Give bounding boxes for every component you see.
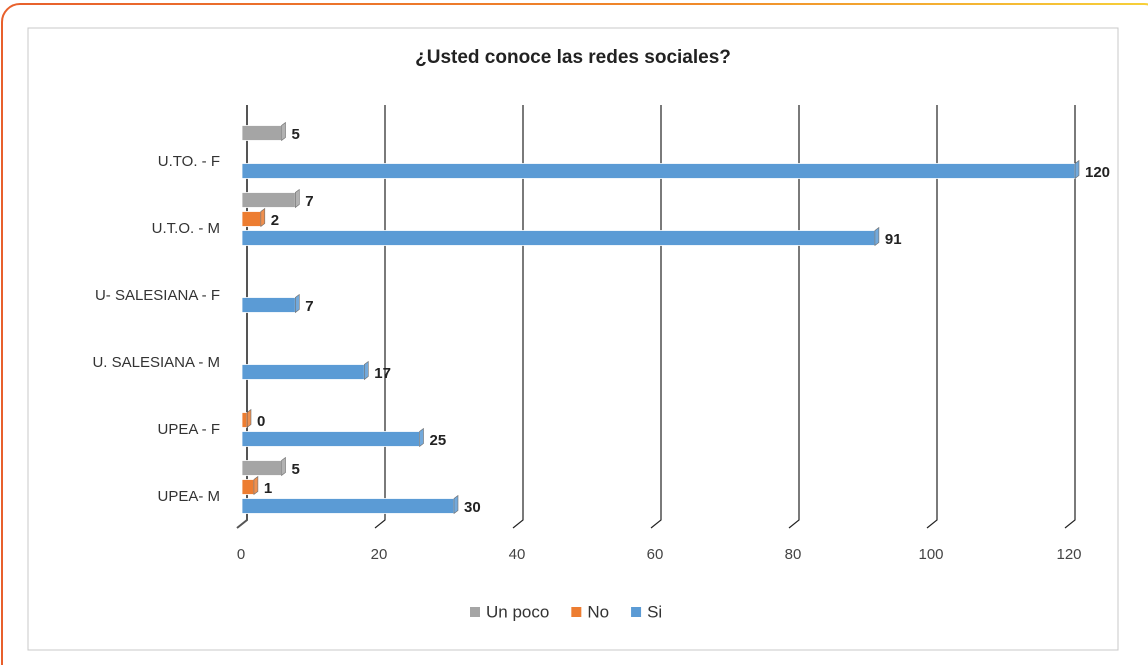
- data-label: 30: [464, 499, 481, 516]
- y-tick-label: U.TO. - F: [158, 153, 220, 170]
- bar: [241, 431, 420, 447]
- data-label: 25: [430, 432, 447, 449]
- bar-cap: [294, 293, 300, 314]
- y-tick-label: U. SALESIANA - M: [92, 354, 220, 371]
- legend-swatch: [571, 607, 582, 617]
- grid-line: [1064, 105, 1076, 529]
- x-tick-label: 20: [371, 546, 388, 563]
- bar-cap: [874, 226, 880, 247]
- bar: [241, 230, 876, 246]
- data-label: 17: [374, 365, 391, 382]
- x-tick-label: 60: [647, 546, 664, 563]
- bar-cap: [246, 408, 252, 429]
- bar-cap: [1074, 159, 1080, 180]
- bar-cap: [253, 475, 259, 496]
- bar: [241, 412, 248, 428]
- bar-cap: [294, 188, 300, 209]
- bar: [241, 163, 1076, 179]
- data-label: 1: [264, 480, 272, 497]
- bar-cap: [281, 121, 286, 142]
- y-tick-label: UPEA - F: [157, 421, 220, 438]
- data-label: 7: [305, 193, 313, 210]
- data-label: 0: [257, 413, 265, 430]
- x-tick-label: 0: [237, 546, 245, 563]
- data-label: 5: [292, 126, 300, 143]
- x-tick-label: 120: [1056, 546, 1081, 563]
- outer-frame: [1, 3, 1148, 670]
- chart-title: ¿Usted conoce las redes sociales?: [415, 47, 731, 68]
- data-label: 5: [292, 461, 300, 478]
- chart-frame: [27, 27, 1119, 651]
- bar: [241, 297, 296, 313]
- bar: [241, 364, 365, 380]
- bar-cap: [260, 207, 266, 228]
- bar-cap: [453, 494, 459, 515]
- bar: [241, 498, 455, 514]
- bar-cap: [281, 456, 286, 477]
- data-label: 120: [1085, 164, 1110, 181]
- legend-label: Un poco: [486, 602, 549, 621]
- legend-label: No: [587, 602, 609, 621]
- bar: [241, 460, 282, 476]
- bar: [241, 211, 262, 227]
- bar: [241, 125, 282, 141]
- legend-swatch: [470, 607, 480, 617]
- bar-cap: [419, 427, 424, 448]
- y-tick-label: UPEA- M: [157, 488, 220, 505]
- bar: [241, 192, 296, 208]
- y-tick-label: U- SALESIANA - F: [95, 287, 220, 304]
- legend-swatch: [631, 607, 642, 617]
- legend-label: Si: [647, 602, 662, 621]
- data-label: 7: [305, 298, 313, 315]
- data-label: 2: [271, 212, 279, 229]
- y-tick-label: U.T.O. - M: [152, 220, 220, 237]
- x-tick-label: 100: [918, 546, 943, 563]
- x-tick-label: 40: [509, 546, 526, 563]
- data-label: 91: [885, 231, 902, 248]
- bar: [241, 479, 255, 495]
- x-tick-label: 80: [785, 546, 802, 563]
- grid-line: [926, 105, 938, 529]
- bar-cap: [363, 360, 369, 381]
